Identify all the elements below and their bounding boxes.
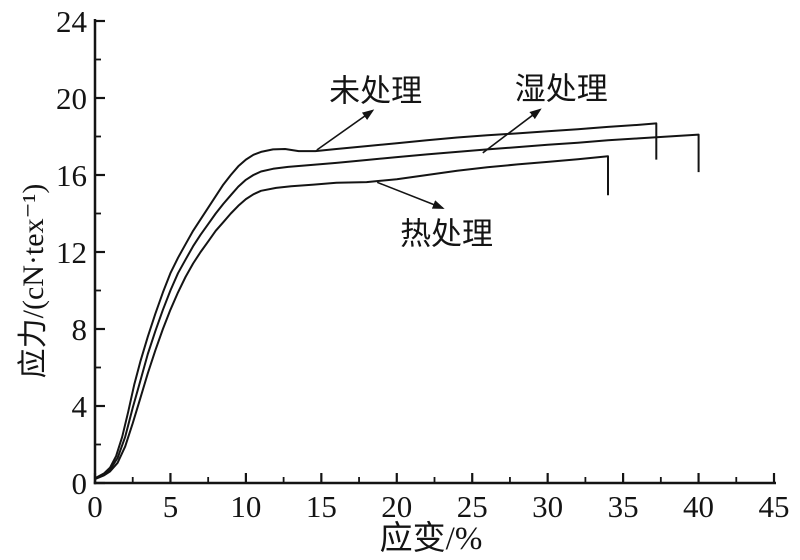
x-tick-label: 40 (683, 489, 714, 524)
x-tick-label: 15 (306, 489, 337, 524)
curve-label-untreated: 未处理 (329, 73, 423, 109)
y-tick-label: 8 (72, 312, 88, 347)
y-tick-label: 12 (56, 235, 87, 270)
y-axis-title: 应力/(cN·tex⁻¹) (17, 183, 50, 379)
curve-label-wet-treated: 湿处理 (514, 71, 608, 107)
x-axis-title: 应变/% (379, 521, 483, 557)
y-tick-label: 24 (56, 4, 88, 39)
curve-label-heat-treated: 热处理 (400, 216, 494, 252)
x-tick-label: 20 (381, 489, 412, 524)
x-tick-label: 10 (230, 489, 261, 524)
x-tick-label: 0 (87, 489, 103, 524)
x-tick-label: 30 (532, 489, 563, 524)
annotation-arrow-untreated (316, 109, 375, 151)
curve-heat-treated (94, 155, 609, 481)
annotation-arrow-wet-treated (482, 108, 542, 154)
curve-untreated (94, 122, 658, 480)
x-tick-label: 35 (608, 489, 639, 524)
annotation-arrow-heat-treated (376, 181, 445, 209)
x-tick-label: 45 (759, 489, 790, 524)
x-tick-label: 25 (457, 489, 488, 524)
y-tick-label: 20 (56, 81, 87, 116)
y-tick-label: 16 (56, 158, 87, 193)
y-tick-label: 4 (72, 389, 88, 424)
curve-wet-treated (94, 133, 700, 480)
x-tick-label: 5 (163, 489, 179, 524)
y-tick-label: 0 (72, 466, 88, 501)
